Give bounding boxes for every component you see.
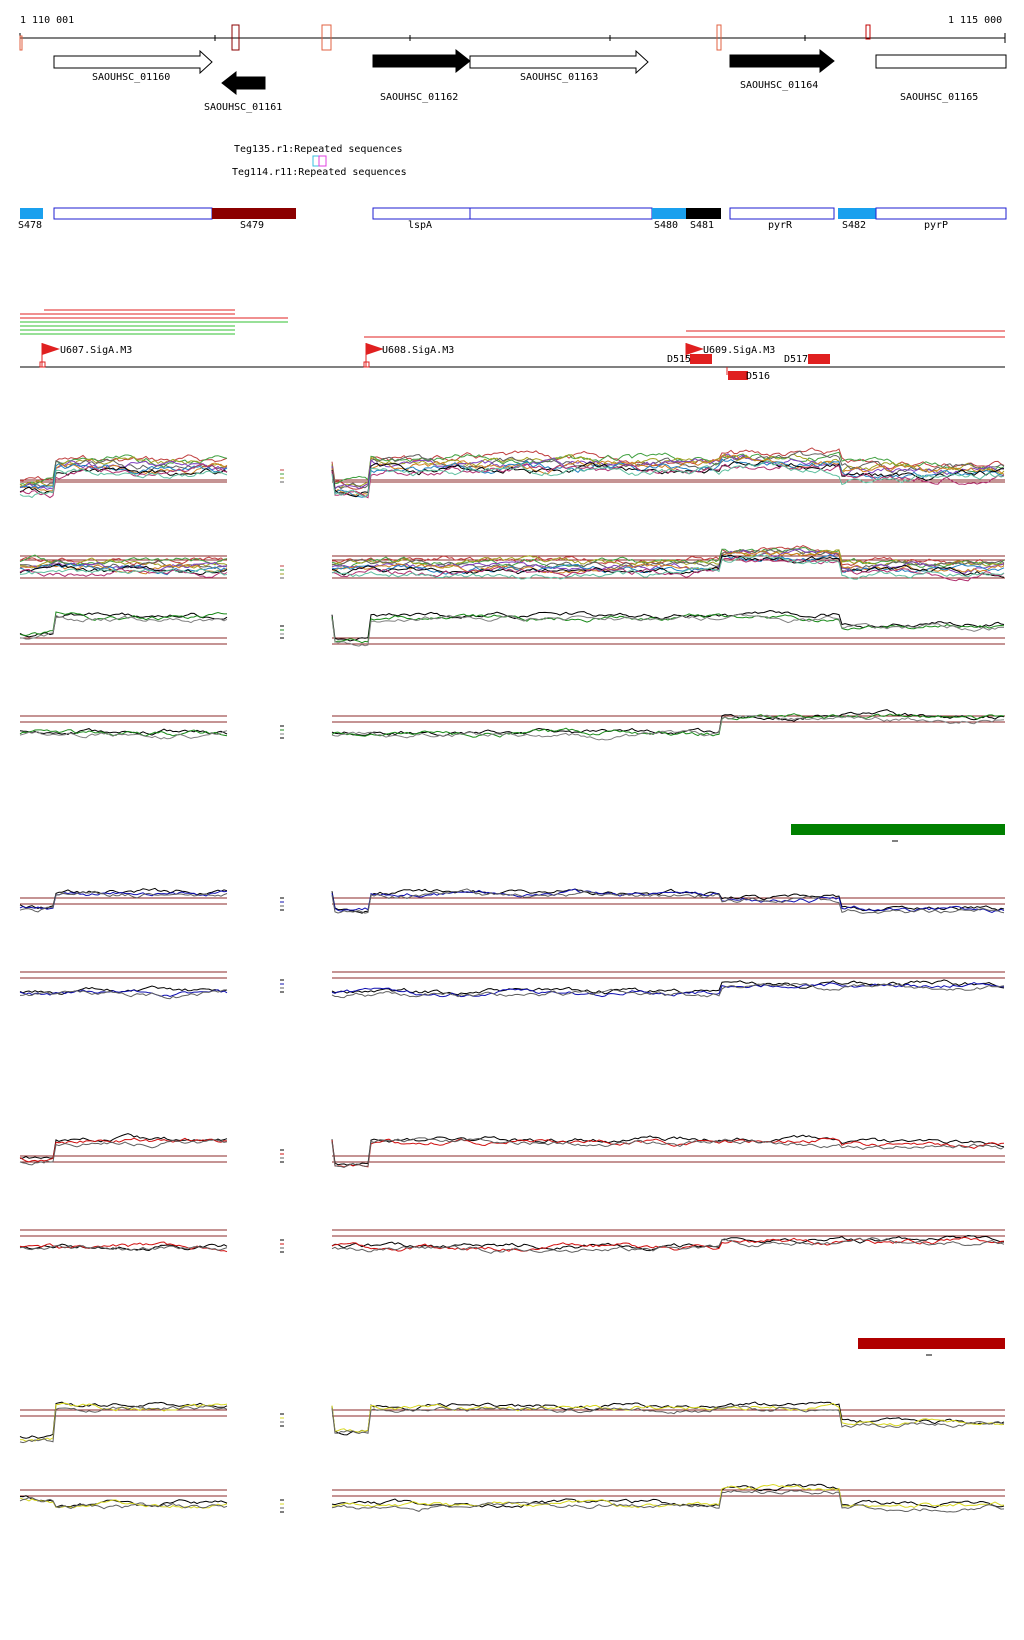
gene-saouhsc-01164[interactable]: SAOUHSC_01164 (729, 48, 835, 91)
segment-label: S481 (690, 220, 714, 231)
gene-label: SAOUHSC_01164 (740, 80, 818, 91)
ruler-start-label: 1 110 001 (20, 15, 74, 26)
repeat-label[interactable]: Teg135.r1:Repeated sequences (234, 144, 403, 155)
expression-profiles (19, 447, 1005, 1513)
promoter-u608[interactable]: U608.SigA.M3 (363, 343, 454, 368)
downstream-label: D516 (746, 371, 770, 382)
gene-saouhsc-01160[interactable]: SAOUHSC_01160 (53, 49, 213, 83)
segment-pyrp[interactable] (875, 207, 1007, 220)
gene-saouhsc-01163[interactable]: SAOUHSC_01163 (469, 49, 649, 83)
segment-s482[interactable] (838, 208, 876, 219)
promoter-label: U608.SigA.M3 (382, 345, 454, 356)
promoter-u607[interactable]: U607.SigA.M3 (39, 343, 132, 368)
transcript-track (20, 309, 1005, 338)
segment-label: S482 (842, 220, 866, 231)
promoter-track: U607.SigA.M3 U608.SigA.M3 U609.SigA.M3 D… (20, 343, 1005, 382)
ruler-end-label: 1 115 000 (948, 15, 1002, 26)
promoter-label: U607.SigA.M3 (60, 345, 132, 356)
segment-track: S478 S479 lspA S480 S481 pyrR S482 pyrP (18, 207, 1007, 231)
condition-bar-green (791, 824, 1005, 835)
repeat-track: Teg135.r1:Repeated sequences Teg114.r11:… (232, 144, 407, 178)
gene-saouhsc-01162[interactable]: SAOUHSC_01162 (372, 48, 471, 103)
segment-label: pyrR (768, 220, 793, 231)
promoter-u609[interactable]: U609.SigA.M3 (685, 343, 775, 360)
downstream-label: D517 (784, 354, 808, 365)
segment-label: S480 (654, 220, 678, 231)
repeat-label[interactable]: Teg114.r11:Repeated sequences (232, 167, 407, 178)
downstream-d515[interactable]: D515 (667, 354, 712, 365)
promoter-label: U609.SigA.M3 (703, 345, 775, 356)
gene-saouhsc-01165[interactable]: SAOUHSC_01165 (875, 54, 1007, 103)
segment-label: S479 (240, 220, 264, 231)
gene-label: SAOUHSC_01163 (520, 72, 598, 83)
segment-s478[interactable] (20, 208, 43, 219)
gene-label: SAOUHSC_01161 (204, 102, 282, 113)
coordinate-ruler: 1 110 001 1 115 000 (19, 15, 1006, 51)
segment-lspa[interactable] (372, 207, 471, 220)
downstream-label: D515 (667, 354, 691, 365)
gene-track: SAOUHSC_01160 SAOUHSC_01161 SAOUHSC_0116… (53, 48, 1007, 113)
segment-s479[interactable] (212, 208, 296, 219)
segment-s480[interactable] (652, 208, 686, 219)
segment-s481[interactable] (686, 208, 721, 219)
segment-label: S478 (18, 220, 42, 231)
segment-label: pyrP (924, 220, 948, 231)
gene-saouhsc-01161[interactable]: SAOUHSC_01161 (204, 70, 282, 113)
condition-bar-red (858, 1338, 1005, 1349)
downstream-d516[interactable]: D516 (726, 367, 770, 382)
segment-label: lspA (408, 220, 432, 231)
gene-label: SAOUHSC_01162 (380, 92, 458, 103)
gene-label: SAOUHSC_01160 (92, 72, 170, 83)
segment-pyrr[interactable] (729, 207, 835, 220)
downstream-d517[interactable]: D517 (784, 354, 830, 365)
gene-label: SAOUHSC_01165 (900, 92, 978, 103)
